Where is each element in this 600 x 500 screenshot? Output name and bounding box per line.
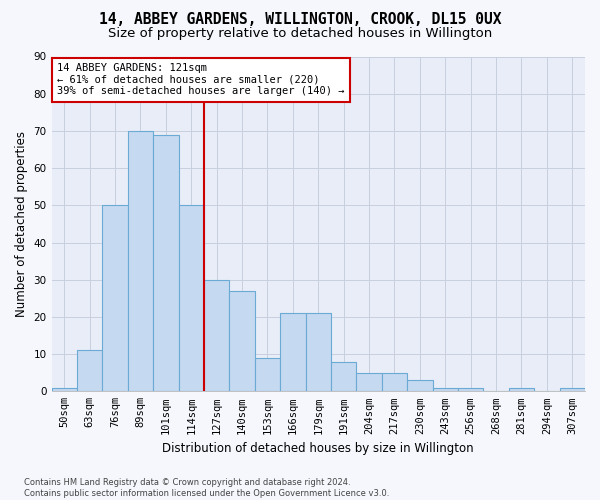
Bar — [153, 134, 179, 392]
Bar — [77, 350, 103, 392]
Bar — [331, 362, 356, 392]
Text: Size of property relative to detached houses in Willington: Size of property relative to detached ho… — [108, 28, 492, 40]
X-axis label: Distribution of detached houses by size in Willington: Distribution of detached houses by size … — [163, 442, 474, 455]
Bar — [229, 291, 255, 392]
Text: 14 ABBEY GARDENS: 121sqm
← 61% of detached houses are smaller (220)
39% of semi-: 14 ABBEY GARDENS: 121sqm ← 61% of detach… — [57, 63, 344, 96]
Bar — [433, 388, 458, 392]
Text: 14, ABBEY GARDENS, WILLINGTON, CROOK, DL15 0UX: 14, ABBEY GARDENS, WILLINGTON, CROOK, DL… — [99, 12, 501, 28]
Bar — [305, 313, 331, 392]
Bar — [204, 280, 229, 392]
Bar — [509, 388, 534, 392]
Bar — [458, 388, 484, 392]
Bar — [356, 372, 382, 392]
Y-axis label: Number of detached properties: Number of detached properties — [15, 131, 28, 317]
Bar — [103, 206, 128, 392]
Text: Contains HM Land Registry data © Crown copyright and database right 2024.
Contai: Contains HM Land Registry data © Crown c… — [24, 478, 389, 498]
Bar — [255, 358, 280, 392]
Bar — [407, 380, 433, 392]
Bar — [280, 313, 305, 392]
Bar — [382, 372, 407, 392]
Bar — [560, 388, 585, 392]
Bar — [128, 131, 153, 392]
Bar — [179, 206, 204, 392]
Bar — [52, 388, 77, 392]
